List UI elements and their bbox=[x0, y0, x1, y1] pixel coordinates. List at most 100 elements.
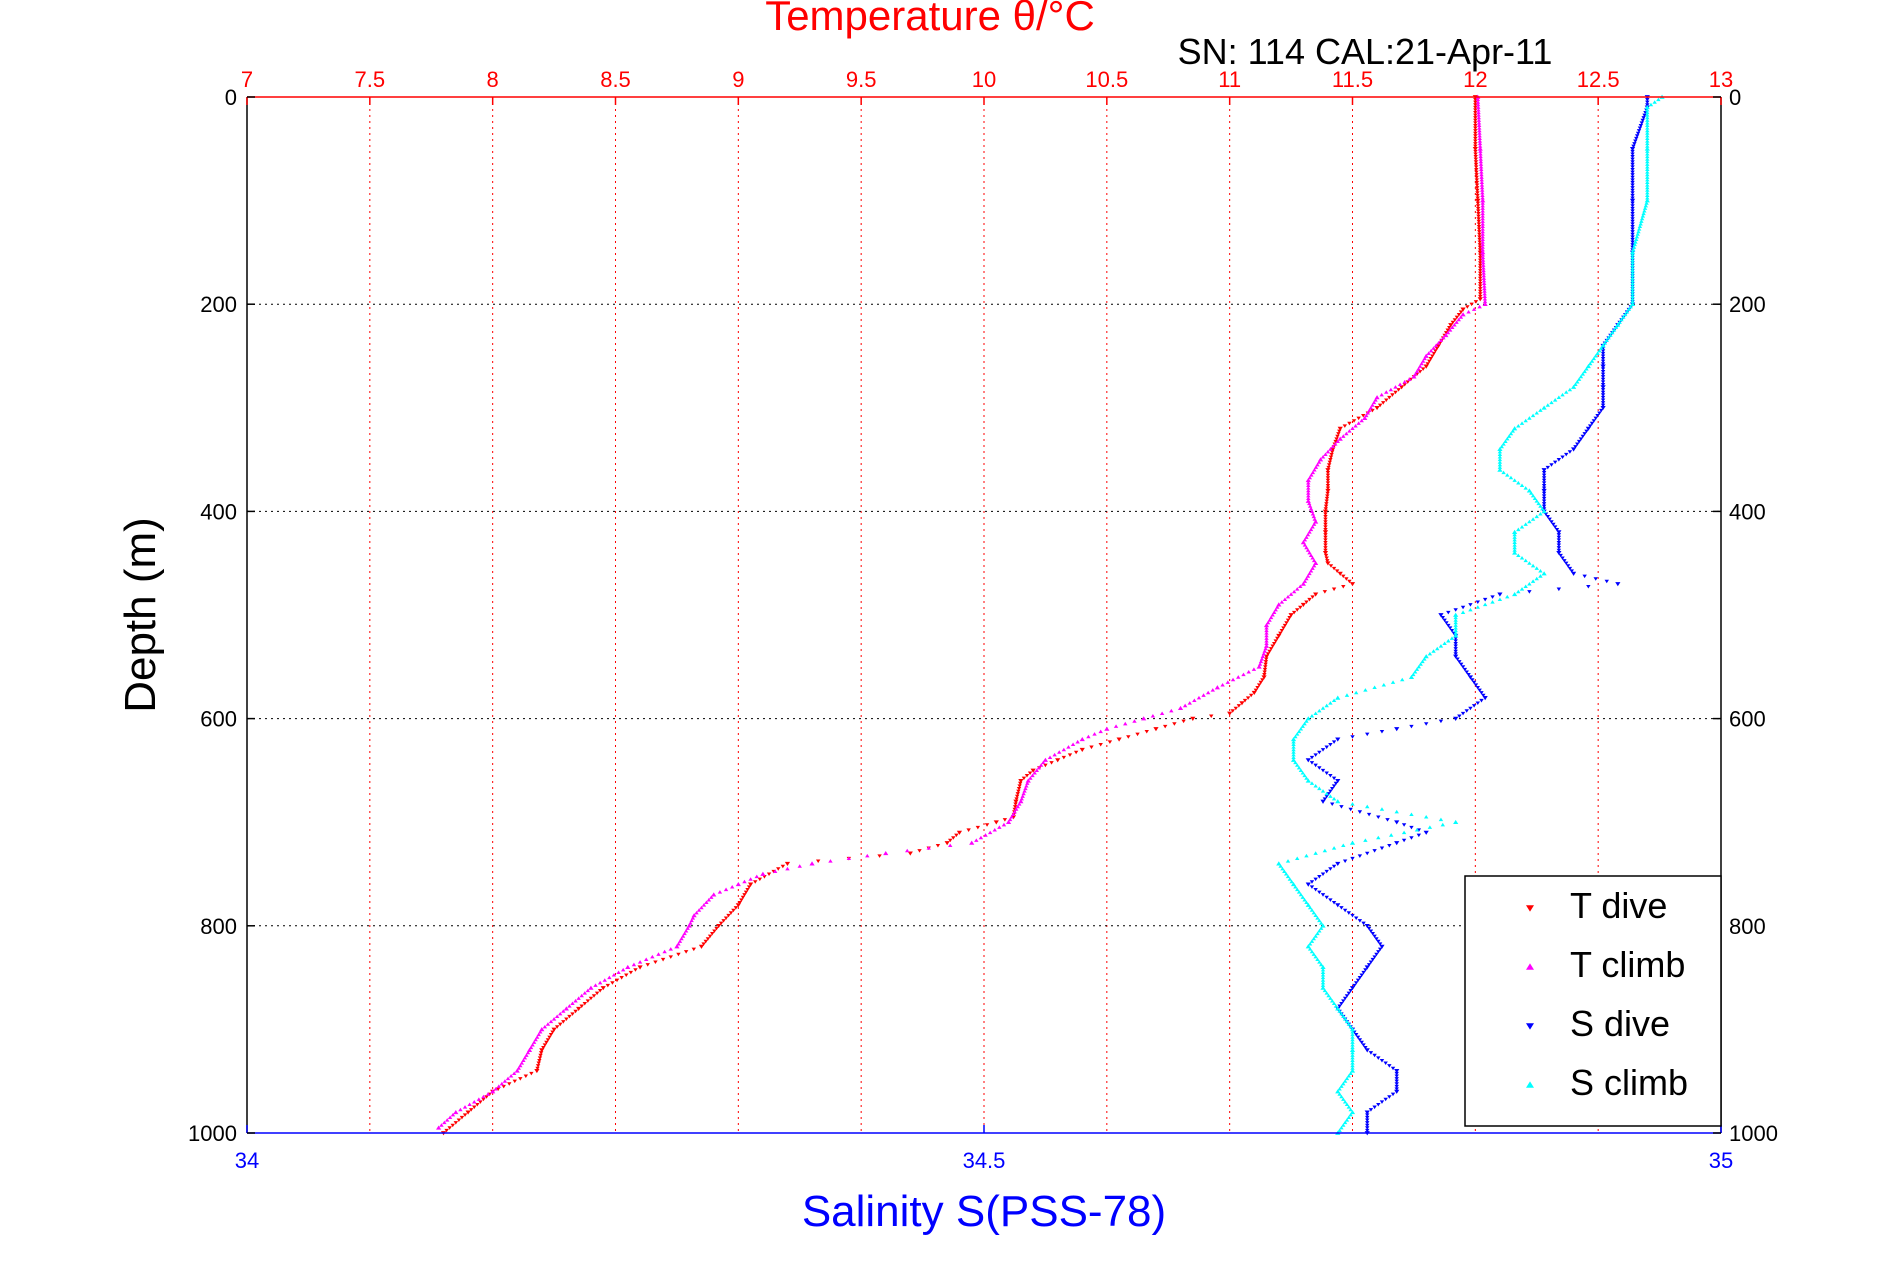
data-point bbox=[1264, 638, 1269, 643]
data-point bbox=[1328, 701, 1333, 705]
data-point bbox=[1365, 732, 1370, 737]
data-point bbox=[1481, 281, 1487, 286]
data-point bbox=[1339, 805, 1344, 809]
data-point bbox=[1322, 509, 1329, 514]
data-point bbox=[631, 962, 637, 967]
data-point bbox=[1477, 240, 1482, 245]
data-point bbox=[1600, 367, 1606, 371]
data-point bbox=[1346, 1022, 1352, 1026]
data-point bbox=[1339, 1001, 1344, 1006]
data-point bbox=[518, 1063, 523, 1068]
data-point bbox=[1276, 633, 1282, 639]
depth-tick-label-right: 400 bbox=[1729, 499, 1766, 524]
data-point bbox=[1366, 812, 1372, 817]
data-point bbox=[1323, 507, 1328, 511]
data-point bbox=[776, 867, 781, 871]
data-point bbox=[1363, 688, 1368, 692]
data-point bbox=[1067, 753, 1073, 757]
data-point bbox=[1372, 934, 1377, 939]
temperature-ticks: 7 7.5 8 8.5 9 9.5 10 10.5 11 11.5 12 12.5 13 bbox=[241, 67, 1733, 105]
data-point bbox=[1480, 237, 1485, 241]
data-point bbox=[1379, 944, 1385, 949]
data-point bbox=[567, 1014, 572, 1019]
data-point bbox=[1637, 224, 1643, 229]
data-point bbox=[1379, 807, 1385, 811]
data-point bbox=[748, 882, 754, 887]
data-point bbox=[1541, 476, 1547, 480]
data-point bbox=[1295, 587, 1300, 591]
data-point bbox=[1478, 276, 1483, 281]
data-point bbox=[726, 913, 731, 918]
legend-label: S dive bbox=[1570, 1003, 1670, 1044]
data-point bbox=[1307, 501, 1312, 506]
data-point bbox=[1534, 566, 1539, 570]
legend-marker bbox=[1526, 905, 1534, 912]
data-point bbox=[1523, 486, 1528, 490]
data-point bbox=[1453, 641, 1458, 646]
data-point bbox=[1320, 799, 1326, 804]
data-point bbox=[1481, 271, 1486, 275]
data-point bbox=[1335, 903, 1341, 908]
data-point bbox=[1497, 460, 1503, 464]
data-point bbox=[1306, 486, 1311, 490]
data-point bbox=[1394, 727, 1400, 732]
data-point bbox=[992, 827, 997, 832]
data-point bbox=[484, 1095, 489, 1099]
data-point bbox=[1265, 620, 1271, 625]
data-point bbox=[1564, 561, 1569, 566]
data-point bbox=[1317, 875, 1322, 879]
data-point bbox=[1394, 1071, 1399, 1076]
data-point bbox=[1368, 405, 1374, 410]
data-point bbox=[1530, 413, 1536, 418]
data-point bbox=[662, 949, 667, 954]
data-point bbox=[1309, 714, 1315, 718]
data-point bbox=[1304, 853, 1309, 858]
data-point bbox=[1379, 392, 1384, 397]
data-point bbox=[1313, 560, 1319, 566]
data-point bbox=[1328, 774, 1333, 778]
temperature-tick-label: 7 bbox=[241, 67, 253, 92]
data-point bbox=[1576, 439, 1582, 444]
data-point bbox=[1305, 548, 1311, 552]
data-point bbox=[1264, 628, 1269, 633]
data-point bbox=[1476, 222, 1482, 226]
data-point bbox=[1305, 716, 1311, 721]
data-point bbox=[1512, 537, 1517, 542]
data-point bbox=[1365, 851, 1370, 856]
data-point bbox=[1347, 429, 1352, 433]
data-point bbox=[1639, 216, 1645, 221]
chart-title: Temperature θ/°C bbox=[765, 0, 1095, 39]
data-point bbox=[1593, 416, 1598, 421]
data-point bbox=[1423, 364, 1429, 369]
data-point bbox=[1325, 449, 1331, 454]
data-point bbox=[1281, 626, 1286, 630]
data-point bbox=[1478, 268, 1483, 273]
data-point bbox=[1344, 693, 1350, 697]
data-point bbox=[1331, 740, 1337, 744]
data-point bbox=[1480, 253, 1486, 257]
temperature-tick-label: 9.5 bbox=[846, 67, 877, 92]
data-point bbox=[1645, 115, 1650, 120]
data-point bbox=[542, 1024, 548, 1029]
data-point bbox=[1600, 390, 1606, 395]
data-point bbox=[1481, 273, 1487, 278]
data-point bbox=[1600, 372, 1606, 377]
data-point bbox=[650, 954, 655, 959]
data-point bbox=[1307, 475, 1313, 480]
data-point bbox=[1471, 704, 1477, 708]
data-point bbox=[624, 973, 629, 977]
data-point bbox=[1585, 364, 1591, 369]
data-point bbox=[600, 986, 606, 991]
data-point bbox=[1478, 159, 1484, 164]
data-point bbox=[721, 919, 726, 923]
data-point bbox=[481, 1097, 486, 1102]
data-point bbox=[524, 1053, 529, 1057]
data-point bbox=[733, 906, 739, 910]
data-point bbox=[541, 1045, 546, 1050]
data-point bbox=[579, 993, 584, 998]
data-point bbox=[1508, 475, 1514, 480]
data-point bbox=[1287, 877, 1293, 881]
data-point bbox=[1315, 957, 1320, 962]
